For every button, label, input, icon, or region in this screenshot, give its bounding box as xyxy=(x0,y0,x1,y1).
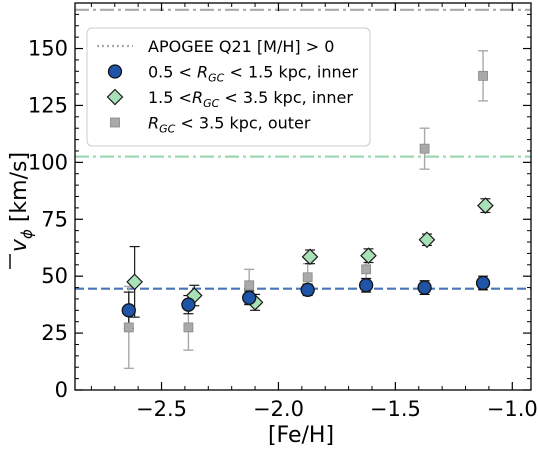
data-point-outer xyxy=(302,272,313,283)
x-axis-label: [Fe/H] xyxy=(268,423,334,448)
data-point-inner xyxy=(300,282,315,297)
x-tick-label: −1.0 xyxy=(487,397,538,421)
y-tick-label: 100 xyxy=(28,150,68,174)
legend-marker-outer xyxy=(110,117,120,128)
y-tick-label: 50 xyxy=(41,264,68,288)
data-point-outer xyxy=(478,70,488,81)
y-axis-label: vϕ [km/s] xyxy=(7,152,36,269)
axis-ticks: −2.5 −2.0 −1.5 −1.0 0 25 50 75 100 125 150 xyxy=(28,3,538,421)
y-axis-label-subscript: ϕ xyxy=(18,229,36,239)
legend-marker-inner xyxy=(107,64,123,79)
legend-entry-text: RGC < 3.5 kpc, outer xyxy=(148,114,311,136)
y-tick-label: 25 xyxy=(41,321,68,345)
x-tick-label: −2.5 xyxy=(136,397,187,421)
legend-entry-text: 1.5 <RGC < 3.5 kpc, inner xyxy=(148,88,353,110)
y-axis-label-symbol: v xyxy=(7,238,32,252)
data-point-inner xyxy=(181,297,196,312)
data-point-inner xyxy=(121,303,136,318)
data-point-outer xyxy=(419,143,430,154)
y-tick-label: 0 xyxy=(55,378,68,402)
legend-marker-inner_mid xyxy=(106,88,124,106)
legend-box xyxy=(86,27,371,147)
svg-text:vϕ [km/s]: vϕ [km/s] xyxy=(7,152,36,252)
data-point-outer xyxy=(183,322,194,333)
y-tick-label: 150 xyxy=(28,37,68,61)
data-point-inner_mid xyxy=(301,248,319,266)
data-point-inner xyxy=(475,275,491,291)
y-tick-label: 125 xyxy=(28,93,68,117)
legend-entry-text: APOGEE Q21 [M/H] > 0 xyxy=(148,37,334,56)
data-point-inner_mid xyxy=(477,197,494,214)
legend: APOGEE Q21 [M/H] > 0 0.5 < RGC < 1.5 kpc,… xyxy=(86,27,371,147)
data-point-outer xyxy=(123,322,134,333)
x-tick-label: −1.5 xyxy=(370,397,421,421)
data-points xyxy=(121,70,494,333)
data-point-inner xyxy=(242,290,257,305)
legend-entry-text: 0.5 < RGC < 1.5 kpc, inner xyxy=(148,63,358,85)
data-point-inner xyxy=(358,278,374,293)
data-point-outer xyxy=(361,264,372,275)
data-point-inner_mid xyxy=(126,273,143,291)
data-point-inner xyxy=(417,280,432,295)
y-tick-label: 75 xyxy=(41,207,68,231)
data-point-outer xyxy=(244,280,255,291)
x-tick-label: −2.0 xyxy=(253,397,304,421)
y-axis-label-units: [km/s] xyxy=(7,152,32,229)
data-point-inner_mid xyxy=(418,231,436,249)
data-point-inner_mid xyxy=(360,247,377,265)
